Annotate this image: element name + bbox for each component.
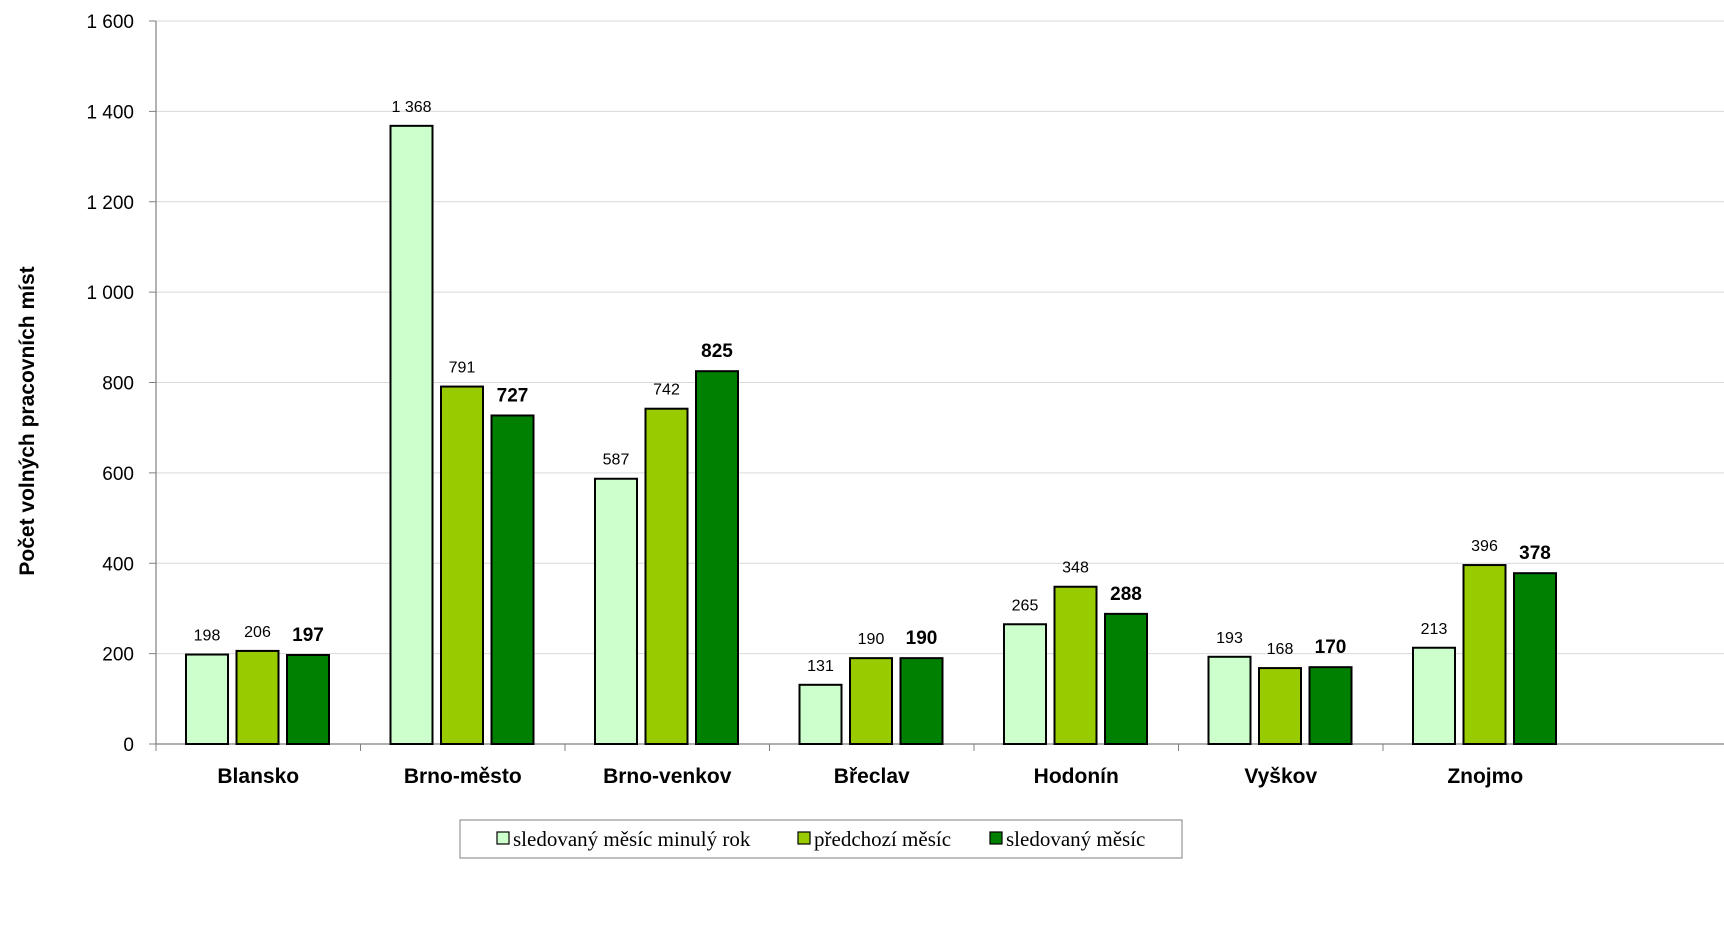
bar [1104, 612, 1148, 745]
x-tick-label: Brno-město [404, 765, 522, 788]
x-tick-label: Blansko [217, 765, 299, 788]
data-label: 170 [1315, 637, 1347, 658]
y-tick-label: 1 000 [86, 283, 134, 304]
x-axis: Blansko Brno-město Brno-venkov Břeclav Hodon… [155, 743, 1724, 788]
x-tick-label: Vyškov [1244, 765, 1317, 788]
data-label: 825 [701, 341, 733, 362]
bar [695, 370, 739, 745]
y-tick-label: 800 [102, 374, 134, 395]
legend-entry: sledovaný měsíc [1006, 827, 1145, 851]
bar [1053, 585, 1098, 745]
bar [594, 477, 638, 745]
legend-swatch [989, 831, 1003, 845]
data-label: 190 [906, 628, 938, 649]
bar [899, 657, 944, 745]
data-label: 198 [194, 628, 221, 645]
data-label: 396 [1471, 538, 1498, 555]
data-label: 168 [1267, 641, 1294, 658]
x-tick-label: Znojmo [1447, 765, 1523, 788]
data-label: 131 [807, 658, 834, 675]
data-label: 348 [1062, 560, 1089, 577]
bar [440, 385, 484, 745]
bar [235, 649, 280, 746]
bar [1308, 666, 1353, 746]
legend-box [459, 819, 1183, 859]
data-label: 587 [603, 452, 630, 469]
bar [849, 657, 893, 745]
bar-series [185, 124, 1557, 746]
bar [798, 683, 843, 746]
data-label: 206 [244, 624, 271, 641]
legend-entry: sledovaný měsíc minulý rok [513, 827, 751, 851]
bar [490, 414, 535, 745]
bar [1003, 623, 1047, 745]
bar [644, 407, 689, 745]
y-tick-label: 1 200 [86, 193, 134, 214]
bar [185, 653, 229, 745]
x-tick-label: Hodonín [1034, 765, 1119, 788]
data-label: 378 [1519, 543, 1551, 564]
legend-swatch [496, 831, 510, 845]
data-label: 213 [1421, 621, 1448, 638]
y-tick-label: 1 600 [86, 12, 134, 33]
legend: sledovaný měsíc minulý rok předchozí měsí… [459, 819, 1183, 859]
x-tick-label: Brno-venkov [603, 765, 732, 788]
data-label: 727 [497, 385, 529, 406]
data-label: 193 [1216, 630, 1243, 647]
bar [389, 124, 434, 745]
y-tick-label: 400 [102, 554, 134, 575]
data-labels: 198 206 197 1 368 791 727 587 742 825 131 190 190 26… [194, 99, 1551, 675]
y-tick-label: 0 [123, 735, 134, 756]
data-label: 791 [449, 360, 476, 377]
bar [1462, 564, 1507, 745]
x-tick-label: Břeclav [834, 765, 910, 788]
y-tick-label: 600 [102, 464, 134, 485]
data-label: 190 [858, 631, 885, 648]
y-axis-label: Počet volných pracovních míst [16, 266, 39, 575]
legend-entry: předchozí měsíc [814, 827, 951, 851]
bar [1412, 646, 1456, 745]
bar [1207, 655, 1252, 746]
data-label: 265 [1012, 597, 1039, 614]
data-label: 197 [292, 625, 324, 646]
bar [286, 653, 330, 746]
bar [1258, 667, 1302, 746]
data-label: 742 [653, 382, 680, 399]
y-tick-label: 1 400 [86, 102, 134, 123]
legend-swatch [797, 831, 811, 845]
bar [1513, 572, 1557, 745]
y-axis: 0 200 400 600 800 1 000 1 200 1 400 1 600 [86, 12, 157, 756]
y-tick-label: 200 [102, 645, 134, 666]
data-label: 1 368 [391, 99, 431, 116]
data-label: 288 [1110, 584, 1142, 605]
